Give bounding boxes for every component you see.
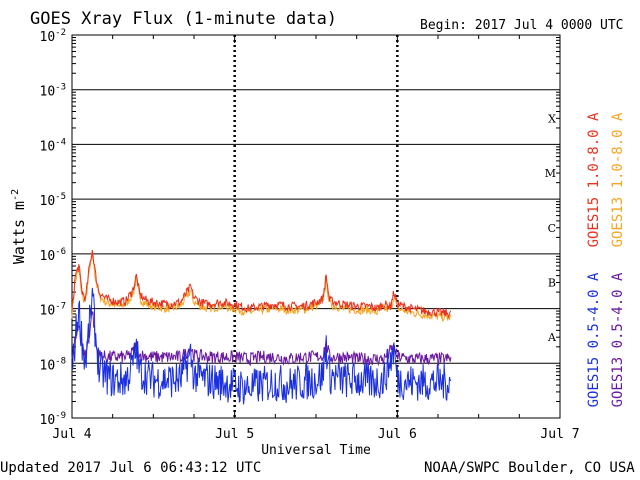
legend-entry: GOES13 0.5-4.0 A — [610, 272, 626, 407]
x-tick-label: Jul 4 — [52, 427, 91, 442]
x-tick-label: Jul 6 — [378, 427, 417, 442]
y-tick-label: 10-8 — [40, 356, 67, 373]
flare-class-label: C — [548, 222, 556, 235]
series-line — [71, 287, 452, 405]
y-tick-label: 10-7 — [40, 302, 67, 319]
plot-frame — [71, 34, 561, 419]
legend-entry: GOES15 0.5-4.0 A — [586, 272, 602, 407]
flare-class-label: M — [545, 167, 556, 180]
y-tick-label: 10-6 — [40, 247, 67, 264]
series-line — [71, 249, 452, 320]
legend-entry: GOES13 1.0-8.0 A — [610, 112, 626, 247]
x-tick-label: Jul 7 — [540, 427, 579, 442]
series-line — [71, 253, 452, 322]
credit-label: NOAA/SWPC Boulder, CO USA — [424, 460, 635, 476]
y-tick-label: 10-2 — [40, 28, 67, 45]
flare-class-label: X — [548, 112, 556, 125]
updated-timestamp: Updated 2017 Jul 6 06:43:12 UTC — [0, 460, 262, 476]
series-line — [71, 310, 452, 367]
y-axis-label: Watts m-2 — [10, 189, 28, 264]
begin-time-label: Begin: 2017 Jul 4 0000 UTC — [420, 18, 624, 33]
flare-class-label: B — [548, 276, 556, 289]
legend-entry: GOES15 1.0-8.0 A — [586, 112, 602, 247]
x-tick-label: Jul 5 — [215, 427, 254, 442]
y-tick-label: 10-5 — [40, 192, 67, 209]
chart-title: GOES Xray Flux (1-minute data) — [30, 9, 338, 29]
x-axis-label: Universal Time — [261, 443, 371, 458]
y-tick-label: 10-9 — [40, 411, 67, 428]
y-tick-label: 10-4 — [40, 137, 67, 154]
flare-class-label: A — [547, 331, 557, 344]
y-tick-label: 10-3 — [40, 83, 67, 100]
